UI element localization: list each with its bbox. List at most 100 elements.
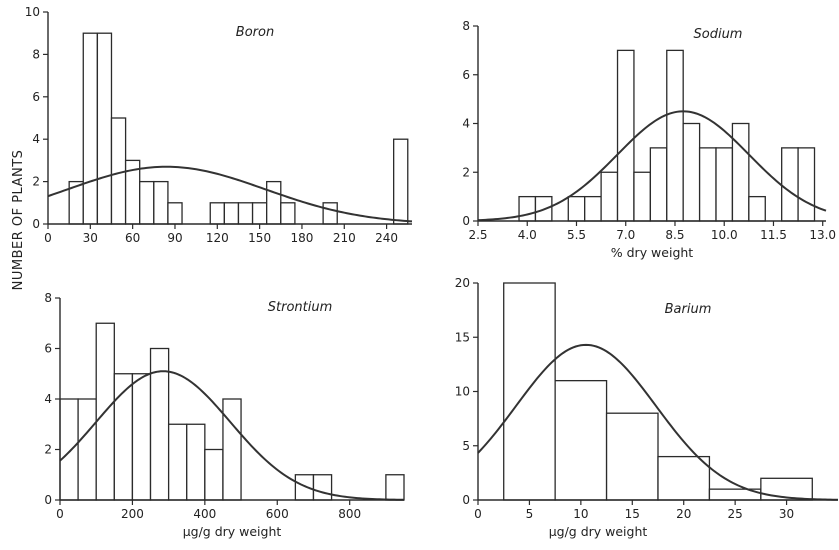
strontium-x-axis-title: μg/g dry weight xyxy=(183,524,282,539)
barium-x-tick-label: 20 xyxy=(676,507,691,521)
boron-bar xyxy=(82,32,99,225)
boron-bar xyxy=(96,32,113,225)
boron-y-tick-label: 2 xyxy=(32,175,40,189)
boron-bar xyxy=(209,202,226,225)
sodium-bar xyxy=(731,122,750,222)
boron-x-tick-label: 180 xyxy=(291,231,314,245)
strontium-x-tick-label: 600 xyxy=(266,507,289,521)
barium-bar xyxy=(605,412,659,501)
strontium-x-tick-label: 200 xyxy=(121,507,144,521)
boron-bar xyxy=(251,202,268,225)
barium-y-tick-label: 5 xyxy=(462,439,470,453)
sodium-panel: 2.5 4.0 5.5 7.0 8.5 10.0 11.5 13.0 0 2 4 6 8 Sodium % … xyxy=(462,19,836,260)
strontium-bar xyxy=(186,423,206,501)
boron-bar xyxy=(393,138,409,225)
boron-bar xyxy=(237,202,254,225)
sodium-bar xyxy=(567,195,586,222)
strontium-bar xyxy=(131,373,152,501)
y-axis-label: NUMBER OF PLANTS xyxy=(11,150,26,291)
barium-x-tick-label: 10 xyxy=(573,507,588,521)
sodium-y-tick-label: 0 xyxy=(462,214,470,228)
boron-y-tick-label: 8 xyxy=(32,47,40,61)
sodium-y-tick-label: 6 xyxy=(462,68,470,82)
boron-title: Boron xyxy=(236,25,274,40)
sodium-bar xyxy=(715,147,734,222)
boron-bar xyxy=(280,202,296,225)
barium-y-tick-label: 20 xyxy=(455,276,470,290)
sodium-x-tick-label: 5.5 xyxy=(567,228,586,242)
sodium-x-axis-title: % dry weight xyxy=(611,245,694,260)
boron-bar xyxy=(139,180,155,225)
sodium-y-tick-label: 4 xyxy=(462,117,470,131)
boron-x-tick-label: 120 xyxy=(206,231,229,245)
strontium-y-tick-label: 2 xyxy=(44,443,52,457)
barium-y-tick-label: 15 xyxy=(455,330,470,344)
sodium-bar xyxy=(698,147,717,222)
barium-x-tick-label: 5 xyxy=(526,507,534,521)
sodium-normal-curve xyxy=(477,110,827,222)
boron-x-tick-label: 150 xyxy=(248,231,271,245)
strontium-bar xyxy=(312,474,333,501)
barium-bar xyxy=(554,379,608,501)
strontium-bar xyxy=(59,398,79,501)
strontium-y-tick-label: 4 xyxy=(44,392,52,406)
strontium-panel: 0 200 400 600 800 0 2 4 6 8 Strontium μg/g dry weig… xyxy=(44,291,405,539)
sodium-y-tick-label: 2 xyxy=(462,165,470,179)
strontium-bar xyxy=(77,398,97,501)
strontium-bar xyxy=(167,423,188,501)
boron-bar xyxy=(266,180,282,225)
sodium-bar xyxy=(633,171,652,222)
boron-y-tick-label: 0 xyxy=(32,217,40,231)
strontium-y-tick-label: 6 xyxy=(44,342,52,356)
sodium-bar xyxy=(616,49,635,222)
strontium-title: Strontium xyxy=(268,300,333,315)
sodium-x-tick-label: 10.0 xyxy=(711,228,738,242)
strontium-normal-curve xyxy=(59,370,405,501)
strontium-y-tick-label: 0 xyxy=(44,493,52,507)
barium-bar xyxy=(657,455,711,501)
strontium-bar xyxy=(294,474,315,501)
sodium-x-tick-label: 11.5 xyxy=(760,228,787,242)
boron-bar xyxy=(322,202,338,225)
sodium-x-tick-label: 8.5 xyxy=(665,228,684,242)
sodium-bar xyxy=(518,195,537,222)
boron-x-tick-label: 240 xyxy=(375,231,398,245)
barium-bar xyxy=(503,282,556,501)
boron-x-tick-label: 210 xyxy=(333,231,356,245)
strontium-x-tick-label: 800 xyxy=(338,507,361,521)
sodium-x-tick-label: 7.0 xyxy=(616,228,635,242)
strontium-x-tick-label: 0 xyxy=(56,507,64,521)
sodium-bar xyxy=(797,147,816,222)
boron-y-tick-label: 10 xyxy=(25,5,40,19)
boron-x-tick-label: 90 xyxy=(167,231,182,245)
barium-title: Barium xyxy=(665,302,712,317)
sodium-bar xyxy=(666,49,684,222)
strontium-bar xyxy=(204,448,224,501)
sodium-x-tick-label: 13.0 xyxy=(809,228,836,242)
strontium-x-tick-label: 400 xyxy=(193,507,216,521)
sodium-bar xyxy=(682,122,701,222)
sodium-bar xyxy=(600,171,619,222)
boron-x-tick-label: 30 xyxy=(83,231,98,245)
boron-bar xyxy=(153,180,169,225)
sodium-y-tick-label: 8 xyxy=(462,19,470,33)
boron-y-tick-label: 6 xyxy=(32,90,40,104)
strontium-y-tick-label: 8 xyxy=(44,291,52,305)
boron-x-tick-label: 0 xyxy=(44,231,52,245)
barium-panel: 0 5 10 15 20 25 30 0 5 10 15 20 Barium μg/g dry weigh… xyxy=(455,276,839,539)
sodium-bar xyxy=(584,195,602,222)
barium-y-tick-label: 0 xyxy=(462,493,470,507)
boron-bar xyxy=(167,202,183,225)
strontium-bar xyxy=(385,474,405,501)
barium-x-axis-title: μg/g dry weight xyxy=(549,524,648,539)
barium-x-tick-label: 25 xyxy=(728,507,743,521)
boron-x-tick-label: 60 xyxy=(125,231,140,245)
sodium-bar xyxy=(781,147,799,222)
sodium-bar xyxy=(748,195,766,222)
sodium-x-tick-label: 2.5 xyxy=(468,228,487,242)
sodium-title: Sodium xyxy=(694,27,743,42)
boron-y-tick-label: 4 xyxy=(32,132,40,146)
boron-normal-curve xyxy=(47,165,413,223)
barium-normal-curve xyxy=(477,343,839,501)
